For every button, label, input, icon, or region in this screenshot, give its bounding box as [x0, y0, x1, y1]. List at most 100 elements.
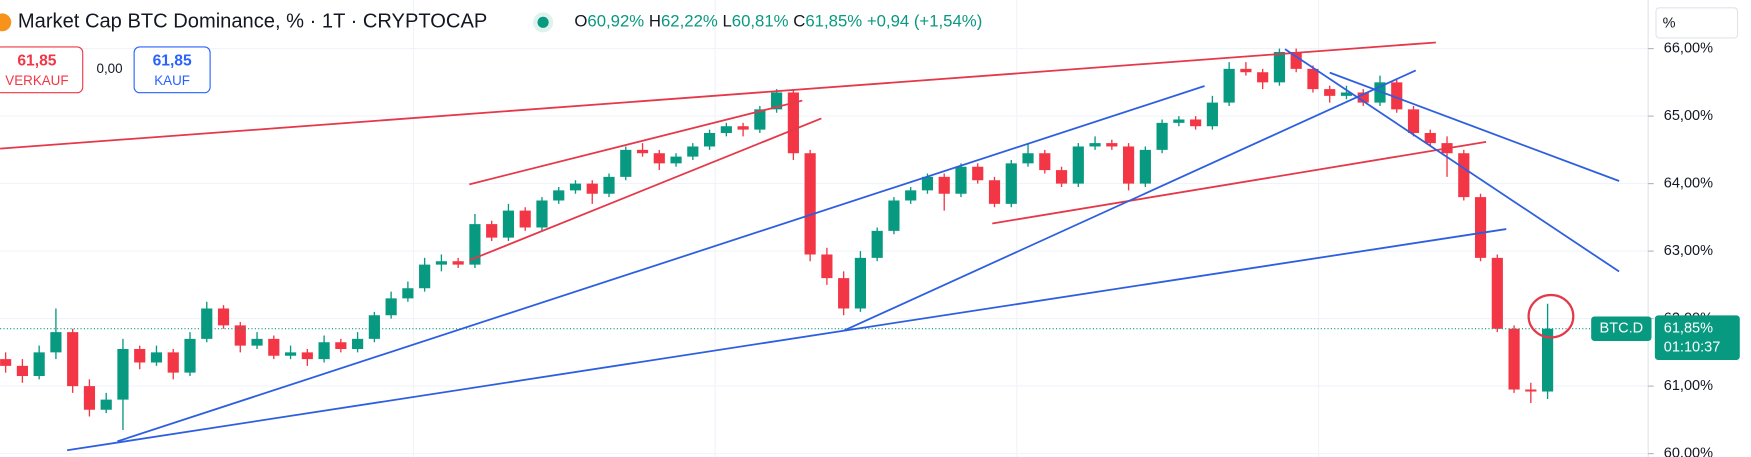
buy-price: 61,85 [153, 53, 192, 70]
candle-body [603, 176, 615, 194]
candle-body [419, 264, 431, 289]
candle-body [921, 176, 934, 191]
symbol-tag [1591, 316, 1652, 342]
candle-body [452, 261, 464, 265]
candle-body [1357, 92, 1369, 103]
last-price-label: 61,85% [1664, 321, 1713, 337]
buy-label: KAUF [154, 73, 190, 88]
candle-body [402, 288, 414, 299]
candle-body [167, 352, 179, 373]
candle-body [301, 352, 313, 360]
candle-body [771, 92, 783, 110]
candle-body [636, 149, 649, 154]
candle-body [1424, 132, 1436, 144]
candle-body [737, 126, 749, 130]
candle-body [1223, 68, 1235, 103]
candle-body [1273, 51, 1286, 83]
ohlc-value: 62,22% [661, 12, 718, 31]
candle-body [1391, 82, 1403, 110]
candle-body [486, 224, 498, 238]
candle-body [1458, 153, 1470, 198]
candle-body [1324, 89, 1336, 96]
candle-body [1122, 146, 1135, 184]
candle-body [435, 261, 447, 265]
candle-body [703, 132, 716, 147]
candle-body [754, 109, 766, 130]
candle-body [1106, 143, 1118, 147]
status-dot [537, 16, 549, 28]
candle-body [1173, 119, 1185, 123]
candle-body [972, 166, 984, 181]
candle-body [100, 399, 112, 410]
candle-body [352, 338, 364, 349]
candle-body [217, 308, 230, 326]
grid-layer [0, 0, 1649, 457]
candle-body [1072, 146, 1084, 184]
candle-body [1005, 163, 1017, 204]
candle-body [988, 180, 1001, 204]
change: +0,94 (+1,54%) [867, 12, 982, 31]
candle-body [1139, 149, 1151, 184]
candle-body [1206, 102, 1218, 127]
candle-body [854, 257, 867, 309]
trade-panel: 61,85 VERKAUF 0,00 61,85 KAUF [0, 46, 211, 94]
candle-body [1542, 328, 1554, 392]
ohlc-values: O60,92% H62,22% L60,81% C61,85% +0,94 (+… [574, 12, 982, 31]
candle-body [284, 352, 297, 356]
sell-price: 61,85 [17, 53, 56, 70]
candle-body [318, 342, 330, 360]
ohlc-value: 60,81% [732, 12, 789, 31]
candle-body [201, 308, 213, 339]
ohlc-key: O [574, 12, 587, 31]
candle-body [838, 278, 850, 309]
candle-body [1407, 109, 1420, 133]
candle-body [787, 92, 799, 154]
candle-body [687, 146, 699, 157]
candle-body [938, 176, 950, 194]
candle-body [1508, 328, 1520, 390]
candles [0, 48, 1649, 430]
candle-body [117, 348, 129, 400]
candle-body [50, 332, 62, 353]
candle-body [519, 210, 531, 228]
candle-body [16, 365, 28, 376]
scale-mode: % [1663, 15, 1676, 31]
ohlc-key: C [793, 12, 805, 31]
candle-body [586, 183, 598, 194]
title: Market Cap BTC Dominance, % · 1T · CRYPT… [18, 11, 487, 33]
candle-body [905, 190, 917, 201]
spread: 0,00 [97, 61, 123, 76]
candle-body [1190, 119, 1202, 127]
candle-body [1374, 82, 1386, 103]
candle-body [1474, 197, 1487, 258]
scale-mode-input[interactable] [1655, 7, 1739, 39]
candle-body [1525, 389, 1537, 392]
candle-body [1340, 92, 1353, 96]
trend-line [0, 41, 1436, 150]
candle-body [251, 338, 263, 346]
trend-line [1329, 71, 1620, 182]
candle-body [1491, 257, 1503, 329]
candle-body [553, 190, 565, 201]
symbol-label: BTC.D [1600, 321, 1644, 337]
candle-body [150, 352, 163, 363]
trend-line [469, 99, 803, 186]
candle-body [620, 149, 632, 177]
y-tick-label: 65,00% [1664, 108, 1713, 124]
buy-button[interactable] [133, 46, 211, 94]
countdown: 01:10:37 [1664, 340, 1721, 356]
candle-body [33, 352, 45, 376]
candle-body [67, 332, 79, 387]
candle-body [1290, 51, 1302, 69]
symbol-icon [0, 13, 12, 32]
candle-body [502, 210, 515, 238]
candle-body [804, 153, 816, 255]
candle-body [385, 298, 397, 316]
sell-button[interactable] [0, 46, 84, 94]
trend-line [469, 117, 822, 262]
candle-body [955, 166, 967, 194]
y-tick-label: 63,00% [1664, 243, 1713, 259]
candle-body [1089, 143, 1101, 147]
